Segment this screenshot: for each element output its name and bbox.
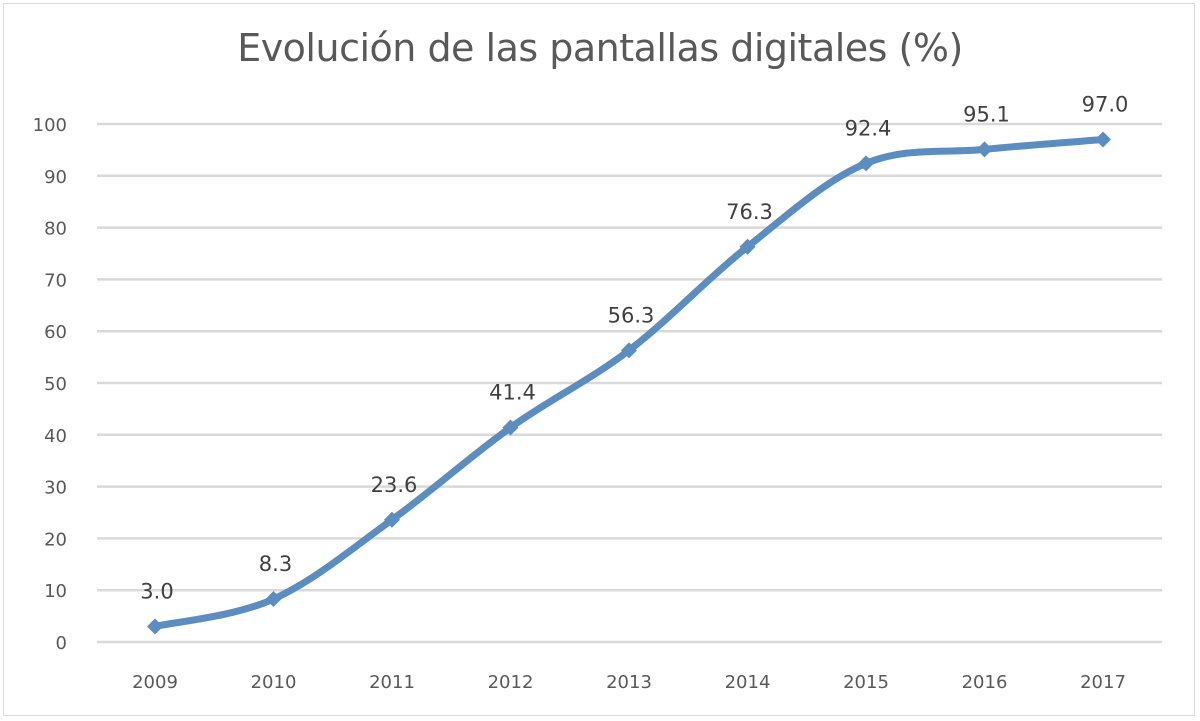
x-tick-label: 2012 <box>488 672 534 693</box>
data-point-marker <box>739 238 756 255</box>
x-tick-label: 2009 <box>132 672 178 693</box>
data-point-marker <box>147 618 163 635</box>
y-tick-label: 90 <box>44 167 67 188</box>
x-tick-label: 2015 <box>843 672 889 693</box>
y-tick-label: 10 <box>44 581 67 602</box>
x-axis-ticks: 2009 2010 2011 2012 2013 2014 2015 2016 2017 <box>132 672 1126 693</box>
data-point-marker <box>265 591 282 608</box>
data-label: 95.1 <box>963 102 1010 126</box>
series-layer <box>147 131 1111 635</box>
y-tick-label: 30 <box>44 478 67 499</box>
y-tick-label: 40 <box>44 426 67 447</box>
data-label: 97.0 <box>1082 93 1129 117</box>
x-tick-label: 2016 <box>962 672 1008 693</box>
x-tick-label: 2011 <box>369 672 415 693</box>
data-point-marker <box>976 141 993 158</box>
data-label: 76.3 <box>726 200 773 224</box>
x-tick-label: 2010 <box>251 672 297 693</box>
y-tick-label: 80 <box>44 219 67 240</box>
data-labels: 3.0 8.3 23.6 41.4 56.3 76.3 92.4 95.1 97.0 <box>140 93 1128 604</box>
data-point-marker <box>384 511 400 528</box>
data-point-marker <box>502 419 519 436</box>
data-label: 56.3 <box>608 303 655 327</box>
data-label: 3.0 <box>140 579 173 603</box>
data-label: 8.3 <box>259 552 292 576</box>
x-tick-label: 2014 <box>725 672 771 693</box>
data-label: 92.4 <box>845 116 892 140</box>
y-tick-label: 100 <box>33 115 67 136</box>
x-tick-label: 2017 <box>1080 672 1126 693</box>
data-point-marker <box>858 155 874 172</box>
gridlines <box>97 122 1162 644</box>
chart-frame <box>3 3 1195 716</box>
chart-title: Evolución de las pantallas digitales (%) <box>237 26 963 70</box>
y-axis-ticks: 0 10 20 30 40 50 60 70 80 90 100 <box>33 115 67 654</box>
data-point-marker <box>621 342 637 359</box>
y-tick-label: 70 <box>44 270 67 291</box>
x-tick-label: 2013 <box>606 672 652 693</box>
y-tick-label: 50 <box>44 374 67 395</box>
y-tick-label: 20 <box>44 529 67 550</box>
y-tick-label: 60 <box>44 322 67 343</box>
data-label: 41.4 <box>489 381 536 405</box>
data-label: 23.6 <box>371 473 418 497</box>
y-tick-label: 0 <box>56 633 67 654</box>
data-point-marker <box>1095 131 1111 148</box>
